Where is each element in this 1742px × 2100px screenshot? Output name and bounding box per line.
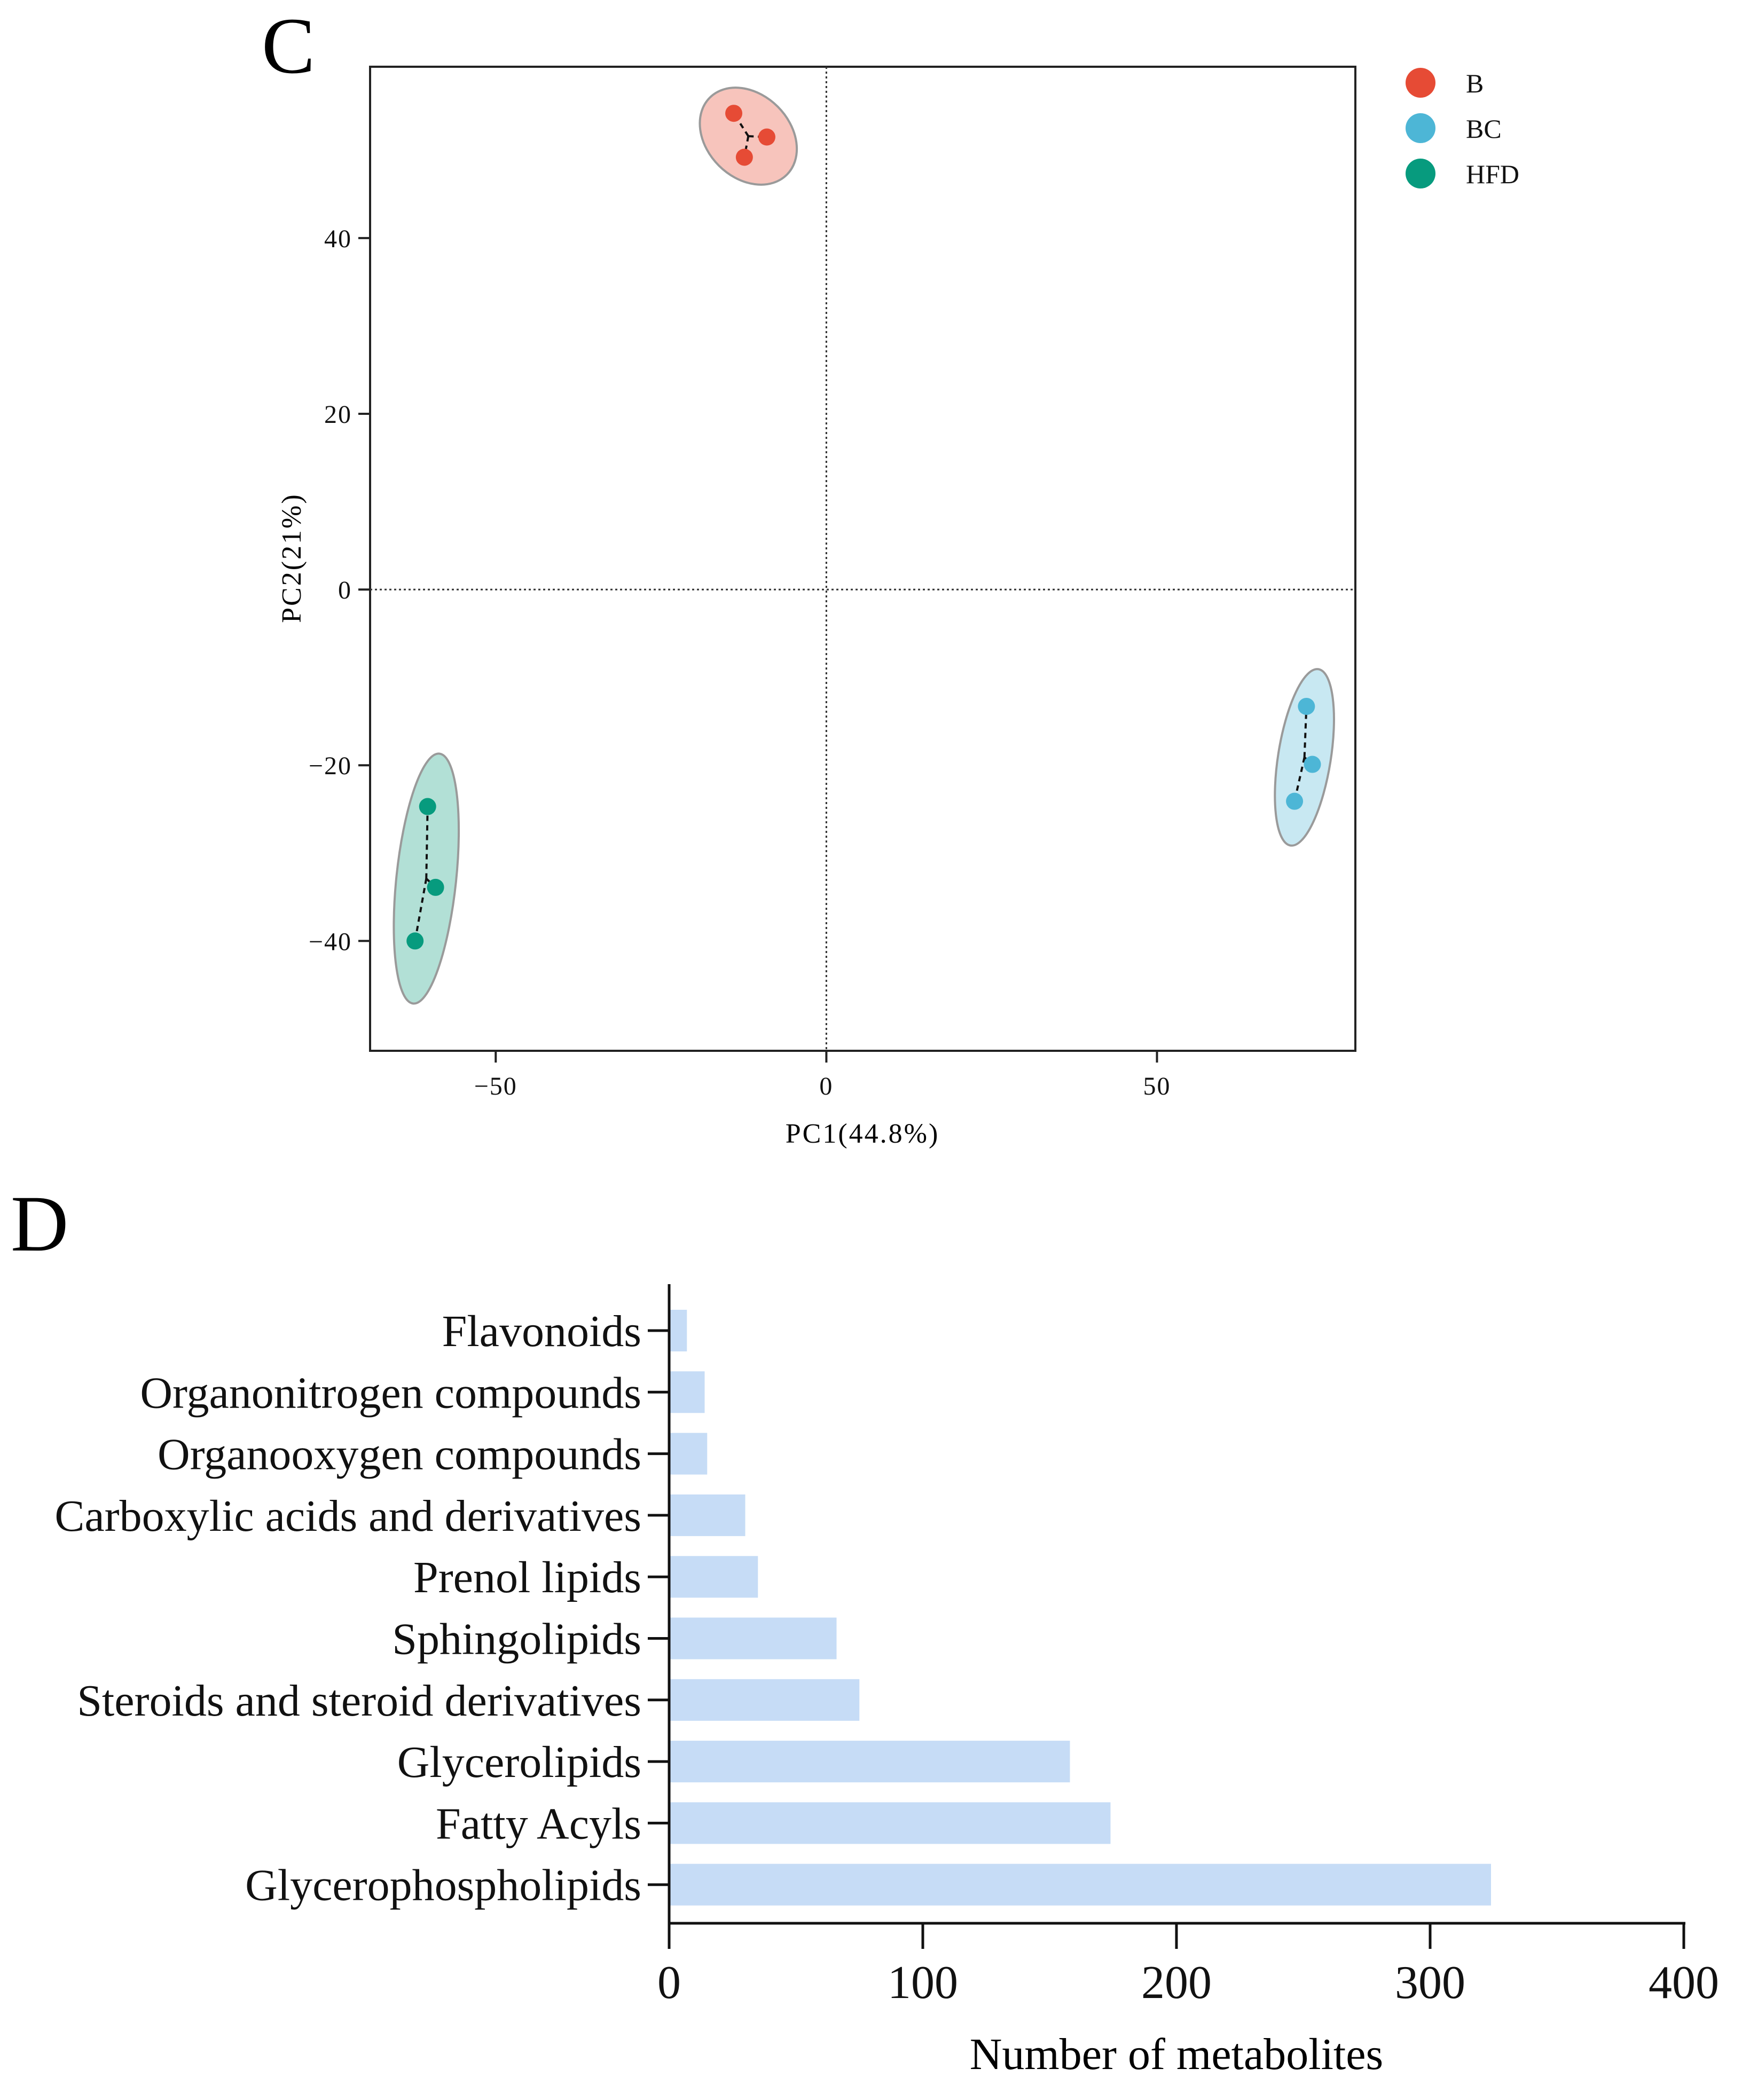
bar-organooxygen-compounds (670, 1433, 708, 1475)
x-tick-label: −50 (474, 1072, 517, 1100)
category-label: Prenol lipids (413, 1553, 641, 1602)
bar-category-axis: Flavonoids Organonitrogen compounds Organo… (54, 1284, 671, 1923)
pca-confidence-ellipses (393, 86, 1335, 1005)
pca-score-plot: −50 0 50 −40 −20 0 20 40 PC1(44.8%) PC2(21%) B… (277, 66, 1519, 1149)
link-hfd-1 (425, 806, 429, 879)
category-label: Steroids and steroid derivatives (77, 1676, 641, 1726)
bar-prenol-lipids (670, 1556, 758, 1598)
category-label: Sphingolipids (392, 1615, 641, 1664)
pca-plot-frame (369, 66, 1356, 1052)
bar-flavonoids (670, 1310, 687, 1351)
legend-label-bc: BC (1466, 114, 1502, 144)
point-b-3 (735, 148, 753, 166)
category-label: Glycerophospholipids (245, 1861, 641, 1910)
bar-glycerophospholipids (670, 1863, 1491, 1906)
x-tick-label: 50 (1143, 1072, 1171, 1100)
bar-sphingolipids (670, 1617, 837, 1659)
point-hfd-2 (427, 878, 444, 896)
pca-reference-lines (370, 67, 1355, 1051)
y-tick-label: 40 (324, 225, 352, 253)
category-label: Fatty Acyls (436, 1799, 641, 1849)
link-b-3 (743, 136, 750, 158)
pca-points (406, 105, 1321, 950)
value-tick-label: 400 (1649, 1957, 1719, 2009)
point-bc-1 (1298, 697, 1315, 715)
legend-label-b: B (1466, 68, 1484, 98)
link-b-2 (748, 135, 767, 138)
pca-centroid-links (414, 113, 1313, 941)
bar-carboxylic-acids-and-derivatives (670, 1494, 746, 1536)
pca-x-axis-label: PC1(44.8%) (786, 1119, 940, 1149)
bar-organonitrogen-compounds (670, 1371, 705, 1413)
point-hfd-3 (406, 932, 424, 950)
category-label: Carboxylic acids and derivatives (54, 1491, 641, 1541)
value-tick-label: 200 (1141, 1957, 1212, 2009)
bar-series (670, 1310, 1491, 1906)
legend-marker-hfd (1406, 159, 1435, 188)
point-bc-2 (1304, 756, 1321, 773)
panel-c-label: C (262, 2, 315, 90)
legend-label-hfd: HFD (1466, 159, 1519, 189)
bar-value-axis: 0 100 200 300 400 (657, 1922, 1719, 2009)
bar-glycerolipids (670, 1741, 1070, 1783)
bar-x-axis-label: Number of metabolites (970, 2030, 1383, 2079)
point-b-1 (725, 105, 743, 122)
category-label: Organonitrogen compounds (140, 1368, 641, 1418)
pca-x-axis: −50 0 50 (474, 1051, 1171, 1100)
value-tick-label: 0 (657, 1957, 681, 2009)
link-bc-3 (1293, 757, 1306, 802)
point-b-2 (758, 128, 775, 146)
category-label: Glycerolipids (397, 1737, 641, 1787)
link-hfd-3 (414, 878, 428, 941)
y-tick-label: −20 (309, 752, 352, 780)
y-tick-label: 20 (324, 400, 352, 429)
point-bc-3 (1286, 792, 1304, 810)
pca-legend: B BC HFD (1406, 68, 1519, 189)
y-tick-label: −40 (309, 927, 352, 956)
x-tick-label: 0 (819, 1072, 833, 1100)
metabolite-class-bar-chart: Flavonoids Organonitrogen compounds Organo… (54, 1284, 1719, 2079)
bar-fatty-acyls (670, 1802, 1111, 1844)
pca-y-axis-label: PC2(21%) (277, 493, 307, 623)
category-label: Organooxygen compounds (158, 1430, 641, 1480)
legend-marker-bc (1406, 113, 1435, 143)
value-tick-label: 100 (888, 1957, 958, 2009)
point-hfd-1 (419, 798, 436, 815)
panel-d-label: D (11, 1179, 68, 1268)
y-tick-label: 0 (338, 576, 352, 604)
bar-steroids-and-steroid-derivatives (670, 1679, 860, 1721)
pca-y-axis: −40 −20 0 20 40 (309, 225, 370, 956)
category-label: Flavonoids (442, 1307, 641, 1356)
legend-marker-b (1406, 68, 1435, 98)
value-tick-label: 300 (1395, 1957, 1465, 2009)
